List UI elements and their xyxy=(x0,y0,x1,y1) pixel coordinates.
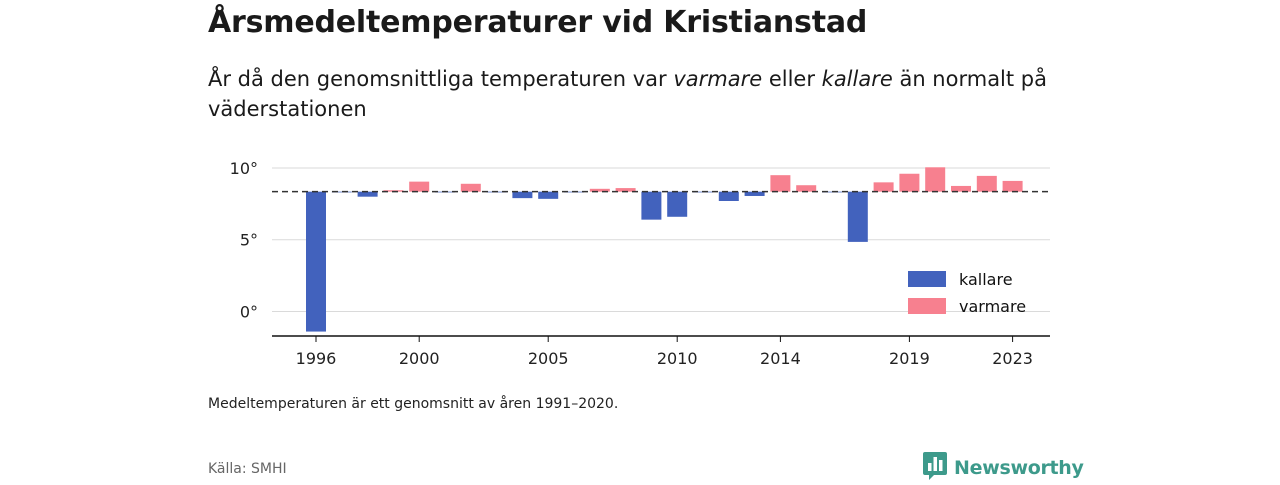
x-tick-label: 2005 xyxy=(528,349,569,368)
bar-2007[interactable] xyxy=(589,188,610,192)
bar-2004[interactable] xyxy=(512,191,533,199)
bar-2017[interactable] xyxy=(847,191,868,242)
bar-2020[interactable] xyxy=(925,167,946,192)
y-tick-label: 10° xyxy=(230,159,258,178)
bar-1996[interactable] xyxy=(306,191,326,332)
bar-2000[interactable] xyxy=(409,181,430,192)
subtitle-warmer: varmare xyxy=(673,67,763,91)
bar-2021[interactable] xyxy=(951,185,971,192)
axes: 10° 5° 0° 1996 2000 2005 2010 2014 2019 2023 xyxy=(230,159,1050,368)
legend-swatch-kallare xyxy=(908,271,946,287)
legend: kallare varmare xyxy=(908,270,1026,316)
bar-2019[interactable] xyxy=(899,173,920,192)
chart-subtitle: År då den genomsnittliga temperaturen va… xyxy=(208,64,1068,124)
bar-2018[interactable] xyxy=(873,182,894,192)
bar-2002[interactable] xyxy=(460,183,481,192)
subtitle-text-2: eller xyxy=(762,67,822,91)
bar-2023[interactable] xyxy=(1002,180,1023,192)
bar-2010[interactable] xyxy=(667,191,688,217)
y-tick-label: 5° xyxy=(240,231,258,250)
x-tick-label: 1996 xyxy=(296,349,337,368)
bar-2009[interactable] xyxy=(641,191,662,220)
bar-2008[interactable] xyxy=(615,188,636,192)
x-tick-label: 2023 xyxy=(992,349,1033,368)
newsworthy-logo[interactable]: Newsworthy xyxy=(922,451,1084,485)
y-tick-label: 0° xyxy=(240,302,258,321)
legend-label-kallare: kallare xyxy=(959,270,1013,289)
bar-2015[interactable] xyxy=(796,185,817,192)
bar-2005[interactable] xyxy=(538,191,559,199)
x-tick-label: 2014 xyxy=(760,349,801,368)
subtitle-text-1: År då den genomsnittliga temperaturen va… xyxy=(208,67,674,91)
legend-label-varmare: varmare xyxy=(959,297,1026,316)
bar-1997[interactable] xyxy=(331,191,352,193)
footnote: Medeltemperaturen är ett genomsnitt av å… xyxy=(208,396,619,412)
bar-1998[interactable] xyxy=(357,191,378,197)
bars xyxy=(272,167,1050,332)
source-label: Källa: SMHI xyxy=(208,461,287,477)
legend-swatch-varmare xyxy=(908,298,946,314)
x-tick-label: 2019 xyxy=(889,349,930,368)
bar-chart-speech-bubble-icon xyxy=(922,451,948,485)
bar-2012[interactable] xyxy=(718,191,739,201)
bar-2014[interactable] xyxy=(770,175,791,192)
x-tick-label: 2000 xyxy=(399,349,440,368)
chart-title: Årsmedeltemperaturer vid Kristianstad xyxy=(208,5,868,40)
subtitle-text-3: än normalt på väderstationen xyxy=(208,67,1047,121)
subtitle-colder: kallare xyxy=(821,67,893,91)
x-tick-label: 2010 xyxy=(657,349,698,368)
brand-name: Newsworthy xyxy=(954,457,1084,479)
bar-2013[interactable] xyxy=(744,191,765,196)
bar-2022[interactable] xyxy=(976,175,997,192)
